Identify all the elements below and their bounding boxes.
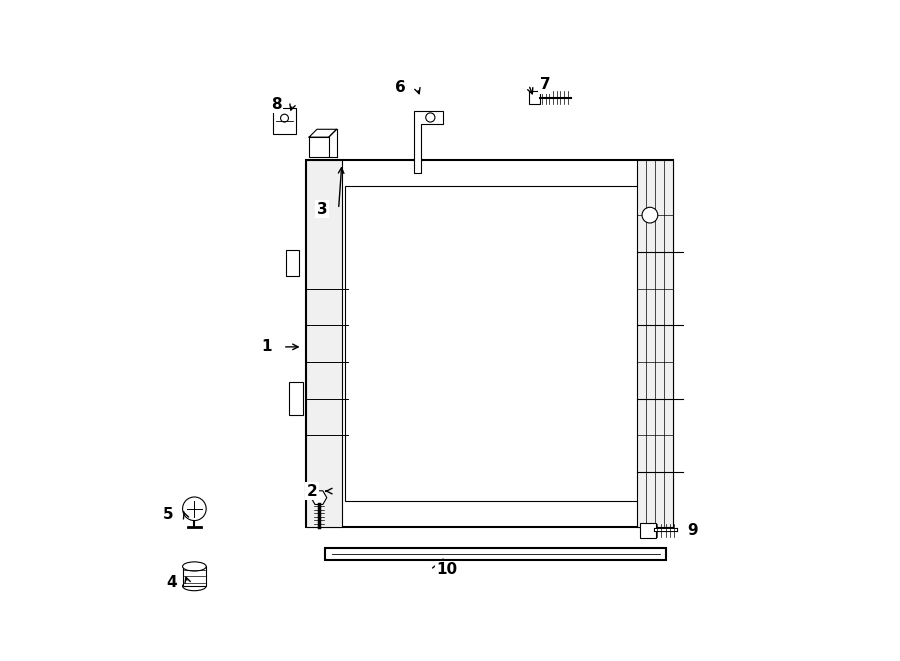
Polygon shape — [311, 491, 327, 504]
Text: 2: 2 — [307, 484, 318, 498]
Text: 3: 3 — [317, 202, 328, 217]
Polygon shape — [286, 250, 299, 276]
Polygon shape — [309, 137, 328, 157]
Circle shape — [183, 497, 206, 521]
Polygon shape — [306, 160, 673, 527]
Polygon shape — [183, 566, 206, 586]
Ellipse shape — [183, 582, 206, 591]
Polygon shape — [528, 91, 541, 104]
Text: 1: 1 — [261, 339, 272, 354]
Text: 10: 10 — [436, 563, 457, 577]
Text: 8: 8 — [271, 97, 282, 112]
Polygon shape — [345, 186, 660, 501]
Polygon shape — [273, 108, 296, 134]
Text: 4: 4 — [166, 575, 176, 590]
Text: 9: 9 — [688, 523, 698, 538]
Text: 6: 6 — [395, 81, 406, 95]
Circle shape — [642, 208, 658, 223]
Polygon shape — [326, 548, 666, 560]
Text: 5: 5 — [163, 506, 174, 522]
Polygon shape — [290, 382, 302, 415]
Polygon shape — [414, 111, 444, 173]
Text: 7: 7 — [540, 77, 551, 92]
Polygon shape — [306, 160, 342, 527]
Polygon shape — [637, 160, 673, 527]
Ellipse shape — [183, 562, 206, 571]
Polygon shape — [640, 523, 656, 538]
